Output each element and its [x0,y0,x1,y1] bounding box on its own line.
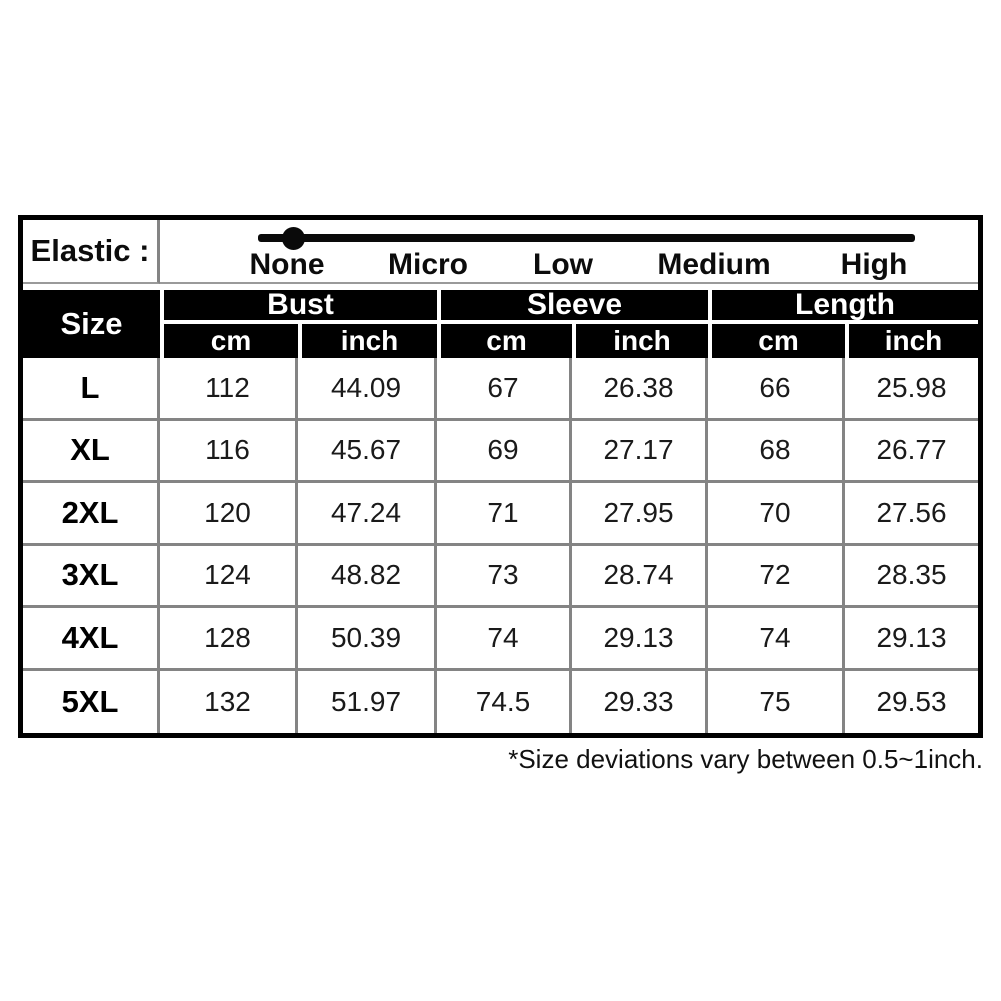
unit-header-bust-cm: cm [160,324,298,358]
size-value-cell: 2XL [23,483,160,546]
length-inch-cell: 26.77 [845,421,978,483]
size-value-cell: 5XL [23,670,160,733]
sleeve-cm-cell: 73 [437,545,572,608]
group-header-length: Length [708,290,978,324]
bust-inch-cell: 48.82 [298,545,437,608]
sleeve-inch-cell: 29.13 [572,608,708,671]
bust-inch-cell: 44.09 [298,358,437,421]
elastic-level-high: High [840,248,908,281]
length-inch-cell: 29.13 [845,608,978,671]
length-inch-cell: 25.98 [845,358,978,421]
length-inch-cell: 28.35 [845,546,978,608]
elastic-level-low: Low [533,248,593,281]
length-inch-cell: 29.53 [876,685,947,717]
unit-header-length-inch: inch [845,324,978,358]
header-gap [23,284,978,290]
bust-inch-cell: 47.24 [298,483,437,546]
sleeve-cm-cell: 71 [437,483,572,546]
sleeve-cm-cell: 74.5 [437,670,572,733]
group-header-sleeve: Sleeve [437,290,708,324]
group-header-bust: Bust [160,290,437,324]
bust-cm-cell: 112 [160,358,298,421]
sleeve-cm-cell: 69 [437,420,572,483]
size-value-cell: 4XL [23,608,160,671]
elastic-slider-thumb [282,227,305,250]
elastic-label: Elastic : [23,220,160,284]
unit-header-length-cm: cm [708,324,845,358]
unit-header-sleeve-inch: inch [572,324,708,358]
bust-cm-cell: 116 [160,420,298,483]
bust-inch-cell: 45.67 [298,420,437,483]
unit-header-sleeve-cm: cm [437,324,572,358]
bust-inch-cell: 51.97 [298,670,437,733]
bust-cm-cell: 120 [160,483,298,546]
bust-cm-cell: 132 [160,670,298,733]
length-cm-cell: 68 [708,420,845,483]
sleeve-inch-cell: 27.95 [572,483,708,546]
elastic-slider-track [258,234,915,242]
sleeve-cm-cell: 67 [437,358,572,421]
size-value-cell: L [23,358,160,421]
elastic-slider: None Micro Low Medium High [160,220,978,284]
size-value-cell: XL [23,420,160,483]
length-cm-cell: 72 [708,545,845,608]
size-chart-table: Elastic : None Micro Low Medium High Siz… [18,215,983,738]
elastic-level-micro: Micro [387,248,469,281]
elastic-level-medium: Medium [657,248,771,281]
bust-cm-cell: 124 [160,545,298,608]
footnote: *Size deviations vary between 0.5~1inch. [508,744,983,774]
bust-inch-cell: 50.39 [298,608,437,671]
length-cm-cell: 70 [708,483,845,546]
sleeve-inch-cell: 28.74 [572,545,708,608]
size-value-cell: 3XL [23,545,160,608]
unit-header-bust-inch: inch [298,324,437,358]
elastic-level-none: None [249,248,325,281]
sleeve-cm-cell: 74 [437,608,572,671]
sleeve-inch-cell: 29.33 [572,670,708,733]
length-cm-cell: 75 [708,670,845,733]
length-cm-cell: 74 [708,608,845,671]
size-column-header: Size [23,290,160,358]
bust-cm-cell: 128 [160,608,298,671]
length-inch-cell: 27.56 [845,483,978,546]
length-cm-cell: 66 [708,358,845,421]
sleeve-inch-cell: 26.38 [572,358,708,421]
sleeve-inch-cell: 27.17 [572,420,708,483]
